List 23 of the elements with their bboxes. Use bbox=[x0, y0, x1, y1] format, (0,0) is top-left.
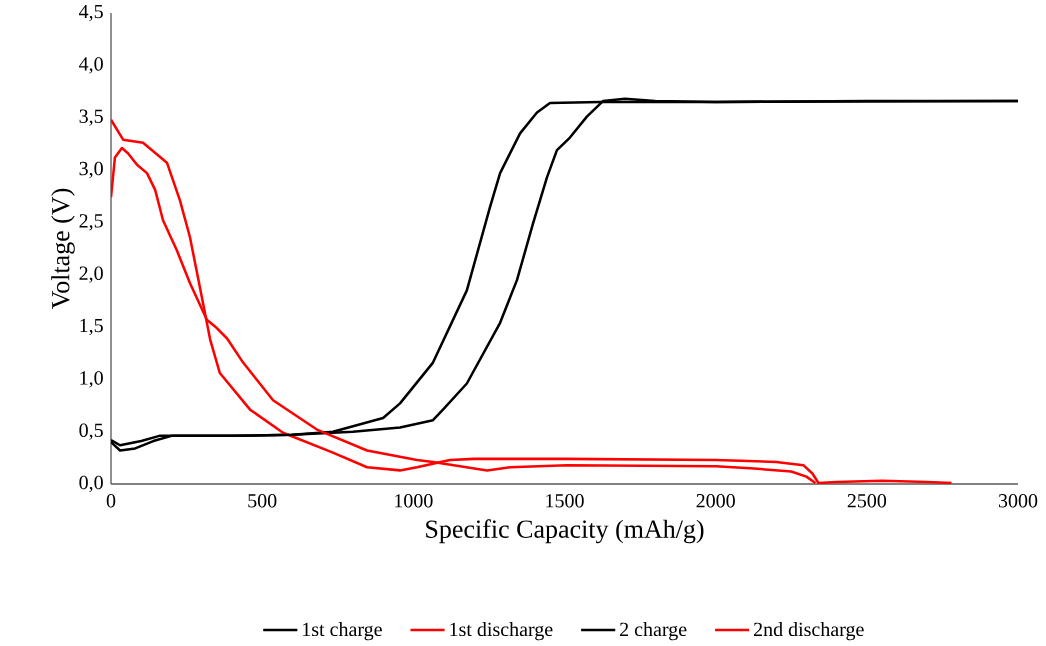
y-tick-label: 0,5 bbox=[79, 423, 103, 440]
y-tick-label: 1,0 bbox=[80, 371, 103, 388]
x-tick-label: 0 bbox=[106, 494, 116, 508]
x-tick-label: 3000 bbox=[998, 494, 1038, 508]
y-axis-title: Voltage (V) bbox=[51, 188, 75, 309]
y-tick-label: 4,5 bbox=[79, 4, 103, 22]
y-tick-label: 2,5 bbox=[79, 214, 103, 231]
x-tick-label: 1000 bbox=[395, 494, 433, 508]
legend-label: 1st discharge bbox=[450, 622, 553, 641]
y-tick-label: 3,5 bbox=[79, 109, 103, 126]
y-tick-label: 4,0 bbox=[79, 57, 103, 74]
x-tick-label: 2500 bbox=[847, 494, 887, 508]
legend-label: 2 charge bbox=[620, 622, 687, 641]
legend-label: 1st charge bbox=[303, 622, 382, 641]
x-tick-label: 500 bbox=[248, 494, 277, 508]
x-tick-label: 1500 bbox=[546, 494, 584, 508]
y-tick-label: 1,5 bbox=[80, 318, 103, 336]
y-tick-label: 0,0 bbox=[79, 475, 103, 493]
x-axis-title: Specific Capacity (mAh/g) bbox=[426, 519, 704, 544]
y-tick-label: 2,0 bbox=[79, 266, 103, 283]
x-tick-label: 2000 bbox=[696, 494, 735, 508]
y-tick-label: 3,0 bbox=[79, 161, 103, 179]
legend-label: 2nd discharge bbox=[753, 622, 864, 641]
